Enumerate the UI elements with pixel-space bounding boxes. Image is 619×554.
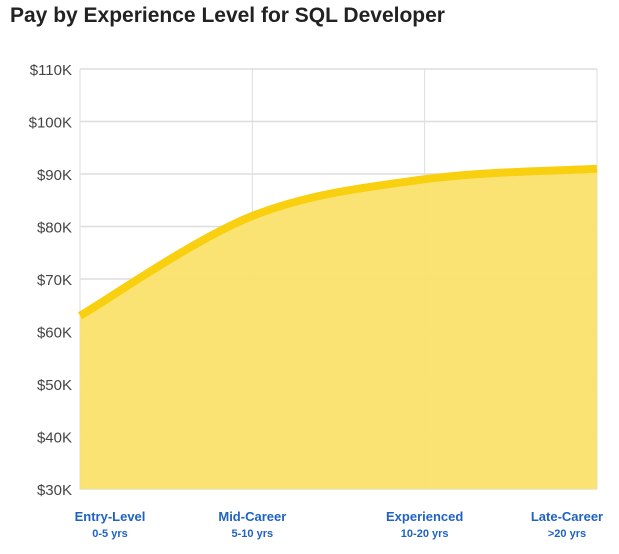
x-category-sublabel: >20 yrs (548, 528, 586, 540)
x-category-sublabel: 5-10 yrs (232, 528, 274, 540)
y-tick-label: $70K (37, 272, 72, 289)
chart-title: Pay by Experience Level for SQL Develope… (10, 4, 445, 27)
x-category-sublabel: 10-20 yrs (401, 528, 449, 540)
y-tick-label: $100K (29, 115, 72, 132)
y-tick-label: $50K (37, 377, 72, 394)
y-tick-label: $30K (37, 482, 72, 499)
x-category-label: Experienced (386, 509, 463, 524)
series-line (77, 164, 598, 320)
area-fill (80, 168, 597, 489)
x-category-sublabel: 0-5 yrs (92, 528, 127, 540)
x-category-label: Mid-Career (218, 509, 286, 524)
y-tick-label: $40K (37, 430, 72, 447)
y-tick-label: $110K (30, 62, 72, 79)
y-tick-label: $60K (37, 325, 72, 342)
y-tick-label: $90K (37, 167, 72, 184)
x-category-label: Late-Career (531, 509, 603, 524)
x-category-label: Entry-Level (75, 509, 146, 524)
y-tick-label: $80K (37, 220, 72, 237)
